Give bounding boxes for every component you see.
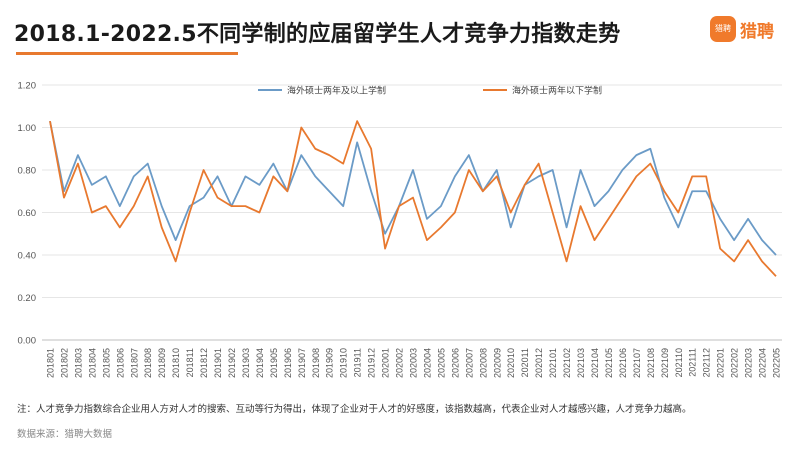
x-tick-label: 202205 bbox=[772, 348, 782, 378]
y-tick-label: 0.00 bbox=[18, 336, 37, 347]
x-tick-label: 202007 bbox=[464, 348, 474, 378]
x-tick-label: 201909 bbox=[325, 348, 335, 378]
x-tick-label: 202005 bbox=[436, 348, 446, 378]
logo-icon: 猎聘 bbox=[710, 16, 736, 42]
page-title: 2018.1-2022.5不同学制的应届留学生人才竞争力指数走势 bbox=[14, 22, 621, 47]
x-tick-label: 202105 bbox=[604, 348, 614, 378]
legend-label: 海外硕士两年以下学制 bbox=[512, 85, 602, 96]
x-tick-label: 201910 bbox=[339, 348, 349, 378]
x-tick-label: 202111 bbox=[688, 348, 698, 377]
x-tick-label: 201906 bbox=[283, 348, 293, 378]
x-tick-label: 202107 bbox=[632, 348, 642, 378]
x-tick-label: 201810 bbox=[171, 348, 181, 378]
x-tick-label: 201805 bbox=[101, 348, 111, 378]
x-tick-label: 202108 bbox=[646, 348, 656, 378]
x-tick-label: 202204 bbox=[758, 348, 768, 378]
x-tick-label: 202011 bbox=[520, 348, 530, 377]
x-tick-label: 202106 bbox=[618, 348, 628, 378]
x-tick-label: 201801 bbox=[46, 348, 56, 378]
x-tick-label: 202109 bbox=[660, 348, 670, 378]
brand-logo: 猎聘 猎聘 bbox=[710, 16, 774, 42]
x-tick-label: 202006 bbox=[450, 348, 460, 378]
x-tick-label: 202104 bbox=[590, 348, 600, 378]
x-tick-label: 201903 bbox=[241, 348, 251, 378]
x-tick-label: 201803 bbox=[73, 348, 83, 378]
logo-mark-text: 猎聘 bbox=[715, 24, 731, 33]
x-tick-label: 201812 bbox=[199, 348, 209, 378]
series-line-2 bbox=[49, 120, 777, 277]
x-tick-label: 202001 bbox=[381, 348, 391, 378]
x-tick-label: 202202 bbox=[730, 348, 740, 378]
y-tick-label: 1.00 bbox=[18, 123, 37, 134]
x-tick-label: 202102 bbox=[562, 348, 572, 378]
x-tick-label: 201908 bbox=[311, 348, 321, 378]
x-tick-label: 202008 bbox=[478, 348, 488, 378]
x-tick-label: 201912 bbox=[367, 348, 377, 378]
y-tick-label: 0.40 bbox=[18, 251, 37, 262]
x-tick-label: 201901 bbox=[213, 348, 223, 378]
x-tick-label: 201807 bbox=[129, 348, 139, 378]
x-tick-label: 202203 bbox=[744, 348, 754, 378]
y-tick-label: 1.20 bbox=[18, 81, 37, 92]
title-underline bbox=[16, 52, 238, 55]
x-tick-label: 201904 bbox=[255, 348, 265, 378]
x-tick-label: 201806 bbox=[115, 348, 125, 378]
x-tick-label: 201905 bbox=[269, 348, 279, 378]
x-tick-label: 201808 bbox=[143, 348, 153, 378]
x-tick-label: 202201 bbox=[716, 348, 726, 378]
footnote: 注：人才竞争力指数综合企业用人方对人才的搜索、互动等行为得出，体现了企业对于人才… bbox=[17, 404, 692, 415]
x-tick-label: 202103 bbox=[576, 348, 586, 378]
x-tick-label: 201809 bbox=[157, 348, 167, 378]
x-tick-label: 201907 bbox=[297, 348, 307, 378]
x-tick-label: 201811 bbox=[185, 348, 195, 377]
data-source: 数据来源：猎聘大数据 bbox=[17, 429, 113, 440]
x-tick-label: 201902 bbox=[227, 348, 237, 378]
y-tick-label: 0.20 bbox=[18, 293, 37, 304]
y-tick-label: 0.80 bbox=[18, 166, 37, 177]
x-tick-label: 202003 bbox=[409, 348, 419, 378]
series-line-1 bbox=[49, 120, 777, 256]
x-tick-label: 201802 bbox=[59, 348, 69, 378]
x-tick-label: 202110 bbox=[674, 348, 684, 377]
y-tick-label: 0.60 bbox=[18, 208, 37, 219]
x-tick-label: 202112 bbox=[702, 348, 712, 377]
x-tick-label: 202101 bbox=[548, 348, 558, 378]
x-tick-label: 201804 bbox=[87, 348, 97, 378]
legend-label: 海外硕士两年及以上学制 bbox=[287, 85, 386, 96]
x-tick-label: 202002 bbox=[395, 348, 405, 378]
x-tick-label: 201911 bbox=[353, 348, 363, 377]
logo-text: 猎聘 bbox=[740, 21, 774, 42]
x-tick-label: 202009 bbox=[492, 348, 502, 378]
x-tick-label: 202010 bbox=[506, 348, 516, 378]
x-tick-label: 202004 bbox=[422, 348, 432, 378]
x-tick-label: 202012 bbox=[534, 348, 544, 378]
